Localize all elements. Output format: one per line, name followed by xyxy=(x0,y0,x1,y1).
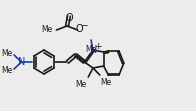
Text: O: O xyxy=(76,24,83,34)
Text: +: + xyxy=(94,42,102,51)
Text: Me: Me xyxy=(75,79,86,88)
Text: Me: Me xyxy=(85,45,97,54)
Text: O: O xyxy=(65,13,73,23)
Text: −: − xyxy=(80,21,88,30)
Text: N: N xyxy=(18,57,25,67)
Text: Me: Me xyxy=(41,25,53,34)
Text: Me: Me xyxy=(1,49,12,58)
Text: Me: Me xyxy=(101,77,112,86)
Text: N: N xyxy=(90,45,98,55)
Text: Me: Me xyxy=(1,66,12,75)
